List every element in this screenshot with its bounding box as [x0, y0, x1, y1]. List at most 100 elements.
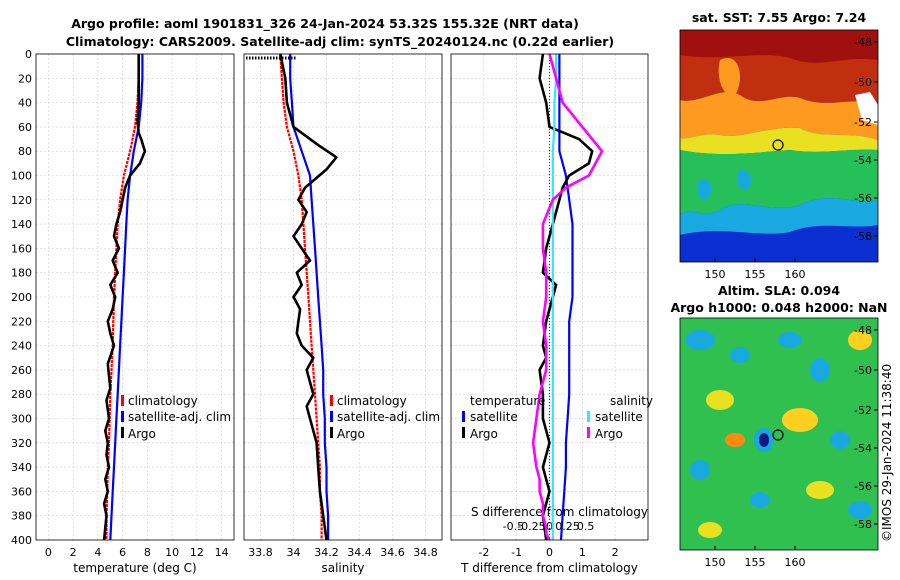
legend-satellite-label: satellite-adj. clim — [128, 410, 231, 424]
secondary-x-axis-label: S difference from climatology — [471, 505, 648, 519]
map-y-tick-label: -58 — [854, 518, 872, 531]
y-tick-label: 200 — [11, 291, 32, 304]
map-y-tick-label: -54 — [854, 442, 872, 455]
legend-temperature-title: temperature — [470, 394, 545, 408]
series-line-satellite-adj-clim — [109, 54, 144, 541]
x-tick-label: 4 — [94, 546, 101, 559]
y-tick-label: 340 — [11, 461, 32, 474]
legend-climatology-swatch — [330, 395, 333, 406]
sst-map-title: sat. SST: 7.55 Argo: 7.24 — [692, 10, 867, 25]
x-tick-label: 10 — [165, 546, 179, 559]
map-y-tick-label: -56 — [854, 480, 872, 493]
legend-sal-satellite-label: satellite — [595, 410, 643, 424]
x-tick-label: 34.8 — [413, 546, 438, 559]
legend-temp-satellite-label: satellite — [470, 410, 518, 424]
y-tick-label: 120 — [11, 194, 32, 207]
legend-climatology-label: climatology — [337, 394, 407, 408]
map-y-tick-label: -56 — [854, 192, 872, 205]
legend-argo-label: Argo — [128, 427, 156, 441]
y-tick-label: 180 — [11, 267, 32, 280]
series-line-argo — [279, 53, 338, 541]
x-tick-label: 1 — [579, 546, 586, 559]
sla-map-subtitle: Argo h1000: 0.048 h2000: NaN — [670, 300, 887, 315]
series-line-argo — [102, 54, 147, 541]
map-y-tick-label: -48 — [854, 36, 872, 49]
temperature-panel: 0204060801001201401601802002202402602803… — [11, 48, 235, 575]
map-x-tick-label: 160 — [785, 556, 806, 569]
y-tick-label: 60 — [18, 121, 32, 134]
series-line-temperature-argo — [538, 53, 594, 541]
map-x-tick-label: 155 — [745, 268, 766, 281]
sla-map-image — [680, 318, 878, 550]
x-tick-label: 2 — [612, 546, 619, 559]
x-tick-label: 0 — [546, 546, 553, 559]
series-line-satellite-adj-clim — [289, 54, 330, 540]
legend-satellite-swatch — [121, 411, 124, 422]
plot-frame — [243, 53, 443, 541]
x-axis-label: T difference from climatology — [460, 561, 638, 575]
legend-argo-swatch — [330, 427, 333, 438]
x-tick-label: 2 — [70, 546, 77, 559]
map-y-tick-label: -54 — [854, 154, 872, 167]
series-line-salinity-argo — [531, 53, 604, 541]
x-tick-label: 34.6 — [380, 546, 405, 559]
legend-temp-argo-swatch — [462, 427, 465, 438]
legend-sal-argo-swatch — [587, 427, 590, 438]
y-tick-label: 100 — [11, 170, 32, 183]
y-tick-label: 40 — [18, 97, 32, 110]
difference-panel: -2 -1 0 1 2 T difference from climatology S di… — [450, 53, 649, 575]
map-x-tick-label: 150 — [705, 268, 726, 281]
y-tick-label: 260 — [11, 364, 32, 377]
x-tick-label: 6 — [119, 546, 126, 559]
y-tick-label: 380 — [11, 510, 32, 523]
plot-frame — [450, 53, 649, 541]
x-tick-label: 34.4 — [347, 546, 372, 559]
sla-map-title: Altim. SLA: 0.094 — [718, 283, 840, 298]
map-y-tick-label: -48 — [854, 324, 872, 337]
map-y-tick-label: -50 — [854, 364, 872, 377]
figure-title-line1: Argo profile: aoml 1901831_326 24-Jan-20… — [71, 16, 579, 32]
y-tick-label: 320 — [11, 437, 32, 450]
series-line-salinity-satellite — [551, 54, 558, 540]
y-tick-label: 280 — [11, 388, 32, 401]
y-tick-label: 300 — [11, 413, 32, 426]
series-line-climatology — [279, 53, 323, 540]
y-tick-label: 160 — [11, 242, 32, 255]
copyright-stamp: ©IMOS 29-Jan-2024 11:38:40 — [880, 364, 894, 542]
sst-map-axes: 150 155 160 -48 -50 -52 -54 -56 -58 — [705, 36, 878, 281]
x-axis-label: salinity — [321, 561, 364, 575]
x-tick-label: 34 — [287, 546, 301, 559]
legend-climatology-swatch — [121, 395, 124, 406]
sst-argo-marker — [772, 139, 784, 151]
difference-legend: temperature satellite Argo salinity sate… — [462, 394, 653, 441]
temperature-legend: climatology satellite-adj. clim Argo — [121, 394, 231, 441]
y-tick-label: 240 — [11, 340, 32, 353]
salinity-legend: climatology satellite-adj. clim Argo — [330, 394, 440, 441]
x-tick-label: -2 — [478, 546, 489, 559]
map-x-tick-label: 155 — [745, 556, 766, 569]
map-y-tick-label: -52 — [854, 404, 872, 417]
legend-argo-swatch — [121, 427, 124, 438]
legend-satellite-swatch — [330, 411, 333, 422]
x-tick-label: 14 — [215, 546, 229, 559]
sla-argo-marker — [772, 429, 784, 441]
series-line-temperature-satellite — [558, 54, 574, 541]
y-tick-label: 400 — [11, 534, 32, 547]
y-tick-label: 80 — [18, 145, 32, 158]
x-axis-label: temperature (deg C) — [73, 561, 196, 575]
x-tick-label: 12 — [190, 546, 204, 559]
x-tick-label: 8 — [144, 546, 151, 559]
secondary-x-tick-label: 0.5 — [577, 520, 595, 533]
x-tick-label: 0 — [45, 546, 52, 559]
map-y-tick-label: -50 — [854, 76, 872, 89]
y-tick-label: 20 — [18, 72, 32, 85]
legend-satellite-label: satellite-adj. clim — [337, 410, 440, 424]
secondary-x-tick-label: -0.25 — [517, 520, 545, 533]
legend-sal-satellite-swatch — [587, 411, 590, 422]
map-x-tick-label: 160 — [785, 268, 806, 281]
map-y-tick-label: -52 — [854, 116, 872, 129]
figure-title-line2: Climatology: CARS2009. Satellite-adj cli… — [66, 34, 614, 50]
x-tick-label: 33.8 — [248, 546, 273, 559]
x-tick-label: -1 — [511, 546, 522, 559]
